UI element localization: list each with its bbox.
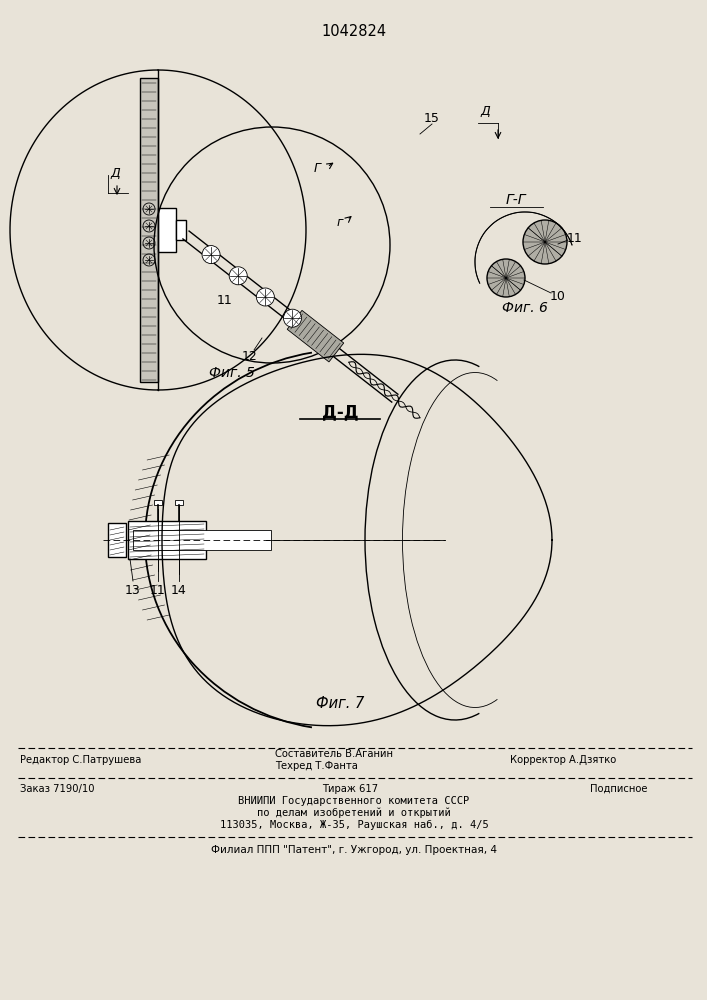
Bar bbox=[153, 500, 162, 505]
Text: Г: Г bbox=[313, 162, 320, 176]
Text: Составитель В.Аганин: Составитель В.Аганин bbox=[275, 749, 393, 759]
Text: Заказ 7190/10: Заказ 7190/10 bbox=[20, 784, 95, 794]
Bar bbox=[176, 220, 186, 240]
Bar bbox=[133, 530, 271, 550]
Circle shape bbox=[229, 267, 247, 285]
Text: ВНИИПИ Государственного комитета СССР: ВНИИПИ Государственного комитета СССР bbox=[238, 796, 469, 806]
Text: Тираж 617: Тираж 617 bbox=[322, 784, 378, 794]
Bar bbox=[175, 500, 182, 505]
Text: Фиг. 5: Фиг. 5 bbox=[209, 366, 255, 380]
Text: Фиг. 6: Фиг. 6 bbox=[502, 301, 548, 315]
Text: Корректор А.Дзятко: Корректор А.Дзятко bbox=[510, 755, 617, 765]
Polygon shape bbox=[287, 310, 344, 362]
Bar bbox=[108, 523, 126, 557]
Circle shape bbox=[523, 220, 567, 264]
Text: 10: 10 bbox=[550, 290, 566, 302]
Text: 11: 11 bbox=[567, 232, 583, 244]
Text: г: г bbox=[337, 216, 344, 229]
Circle shape bbox=[487, 259, 525, 297]
Text: Подписное: Подписное bbox=[590, 784, 648, 794]
Bar bbox=[128, 521, 206, 559]
Text: 1042824: 1042824 bbox=[322, 24, 387, 39]
Text: Г-Г: Г-Г bbox=[506, 193, 526, 207]
Bar bbox=[140, 78, 158, 382]
Circle shape bbox=[202, 246, 220, 264]
Text: 113035, Москва, Ж-35, Раушская наб., д. 4/5: 113035, Москва, Ж-35, Раушская наб., д. … bbox=[220, 820, 489, 830]
Text: Д-Д: Д-Д bbox=[322, 403, 358, 421]
Text: 12: 12 bbox=[242, 351, 258, 363]
Text: 14: 14 bbox=[171, 584, 187, 597]
Text: 13: 13 bbox=[125, 584, 141, 597]
Text: 11: 11 bbox=[217, 294, 233, 306]
Text: 15: 15 bbox=[424, 111, 440, 124]
Text: Д: Д bbox=[480, 105, 490, 118]
Text: Редактор С.Патрушева: Редактор С.Патрушева bbox=[20, 755, 141, 765]
Text: Д: Д bbox=[110, 167, 120, 180]
Text: Филиал ППП "Патент", г. Ужгород, ул. Проектная, 4: Филиал ППП "Патент", г. Ужгород, ул. Про… bbox=[211, 845, 497, 855]
Circle shape bbox=[284, 309, 301, 327]
Bar bbox=[158, 208, 176, 252]
Text: Фиг. 7: Фиг. 7 bbox=[316, 696, 364, 712]
Circle shape bbox=[257, 288, 274, 306]
Text: по делам изобретений и открытий: по делам изобретений и открытий bbox=[257, 808, 451, 818]
Text: 11: 11 bbox=[150, 584, 165, 597]
Text: Техред Т.Фанта: Техред Т.Фанта bbox=[275, 761, 358, 771]
